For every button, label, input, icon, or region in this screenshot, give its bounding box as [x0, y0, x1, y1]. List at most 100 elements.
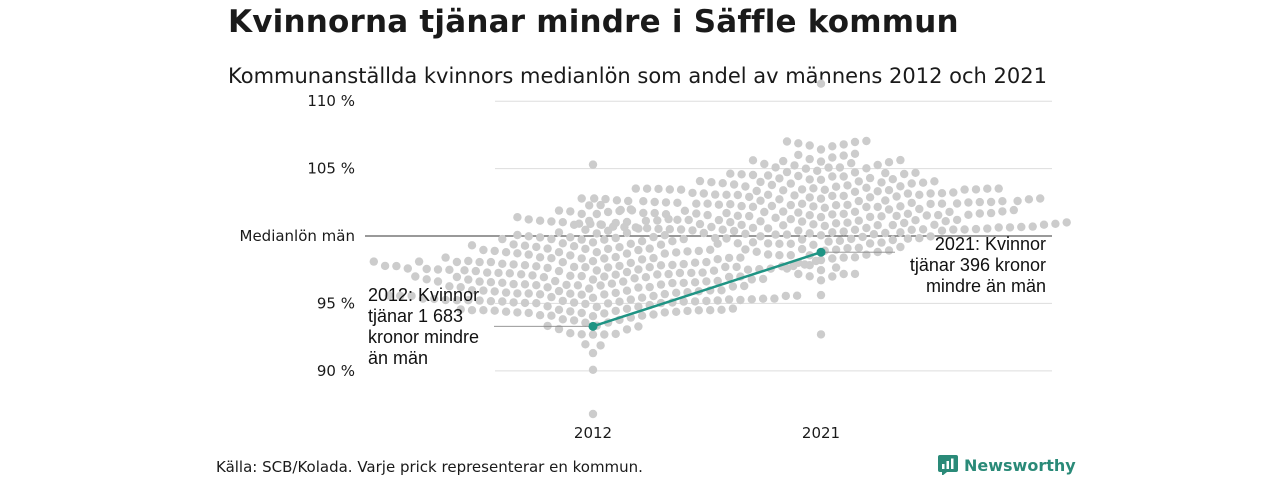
municipality-dot — [467, 286, 477, 295]
municipality-dot — [656, 261, 666, 270]
municipality-dot — [513, 213, 522, 222]
municipality-dot — [736, 295, 745, 305]
municipality-dot — [520, 280, 530, 289]
municipality-dot — [596, 341, 605, 350]
municipality-dot — [770, 294, 779, 303]
municipality-dot — [748, 202, 758, 211]
municipality-dot — [767, 180, 777, 190]
municipality-dot — [760, 207, 769, 217]
municipality-dot — [684, 215, 693, 225]
municipality-dot — [907, 225, 916, 234]
municipality-dot — [554, 324, 564, 334]
municipality-dot — [873, 202, 882, 212]
municipality-dot — [703, 210, 712, 220]
municipality-dot — [843, 181, 852, 190]
municipality-dot — [816, 330, 826, 339]
municipality-dot — [926, 199, 935, 209]
municipality-dot — [767, 201, 777, 211]
municipality-dot — [728, 304, 738, 313]
municipality-dot — [816, 145, 826, 154]
y-axis-labels: 90 % 95 % Medianlön män 105 % 110 % — [240, 92, 356, 380]
municipality-dot — [726, 169, 735, 178]
municipality-dot — [816, 212, 826, 222]
municipality-dot — [756, 196, 765, 205]
municipality-dot — [1039, 220, 1049, 229]
municipality-dot — [486, 297, 496, 306]
municipality-dot — [596, 281, 605, 290]
municipality-dot — [865, 212, 875, 222]
municipality-dot — [779, 186, 788, 195]
municipality-dot — [581, 225, 590, 234]
municipality-dot — [915, 204, 924, 214]
municipality-dot — [828, 142, 837, 151]
municipality-dot — [622, 325, 632, 334]
municipality-dot — [873, 221, 882, 230]
municipality-dot — [498, 259, 507, 268]
municipality-dot — [854, 196, 863, 206]
y-tick-label: 105 % — [307, 160, 355, 178]
municipality-dot — [998, 207, 1007, 216]
municipality-dot — [960, 185, 969, 194]
municipality-dot — [975, 197, 984, 207]
municipality-dot — [964, 198, 973, 207]
municipality-dot — [971, 224, 981, 234]
municipality-dot — [839, 151, 848, 160]
municipality-dot — [547, 217, 556, 226]
municipality-dot — [839, 209, 848, 219]
municipality-dot — [986, 197, 996, 207]
municipality-dot — [877, 178, 886, 187]
municipality-dot — [881, 196, 890, 205]
municipality-dot — [732, 262, 741, 272]
municipality-dot — [862, 223, 871, 233]
brand-logo[interactable]: Newsworthy — [938, 455, 1076, 475]
municipality-dot — [782, 167, 792, 177]
municipality-dot — [877, 212, 886, 221]
municipality-dot — [664, 269, 673, 279]
municipality-dot — [843, 200, 852, 210]
municipality-dot — [637, 293, 647, 302]
municipality-dot — [775, 174, 784, 183]
municipality-dot — [975, 209, 984, 218]
municipality-dot — [600, 309, 609, 318]
municipality-dot — [790, 191, 799, 200]
municipality-dot — [816, 276, 826, 285]
municipality-dot — [631, 184, 640, 193]
municipality-dot — [558, 218, 567, 227]
municipality-dot — [756, 217, 765, 226]
municipality-dot — [494, 268, 503, 278]
municipality-dot — [771, 230, 780, 239]
municipality-dot — [660, 231, 669, 240]
municipality-dot — [724, 253, 734, 263]
municipality-dot — [586, 219, 595, 229]
municipality-dot — [805, 229, 814, 238]
municipality-dot — [850, 137, 860, 147]
municipality-dot — [456, 305, 465, 314]
municipality-dot — [896, 182, 905, 191]
municipality-dot — [706, 245, 715, 254]
municipality-dot — [949, 188, 958, 197]
municipality-dot — [498, 278, 507, 287]
municipality-dot — [535, 253, 545, 262]
municipality-dot — [577, 235, 586, 244]
municipality-dot — [922, 211, 931, 220]
municipality-dot — [615, 243, 624, 252]
municipality-dot — [926, 232, 935, 241]
municipality-dot — [592, 248, 601, 257]
municipality-dot — [661, 210, 671, 219]
municipality-dot — [569, 298, 579, 307]
municipality-dot — [839, 172, 848, 181]
municipality-dot — [747, 275, 756, 284]
municipality-dot — [752, 186, 761, 196]
municipality-dot — [509, 298, 518, 307]
municipality-dot — [839, 140, 848, 149]
municipality-dot — [805, 261, 814, 270]
municipality-dot — [941, 217, 950, 226]
municipality-dot — [650, 208, 659, 218]
municipality-dot — [733, 239, 742, 248]
municipality-dot — [592, 302, 601, 312]
municipality-dot — [934, 210, 943, 220]
municipality-dot — [475, 277, 484, 286]
municipality-dot — [501, 248, 511, 257]
municipality-dot — [524, 215, 533, 224]
municipality-dot — [634, 245, 643, 255]
